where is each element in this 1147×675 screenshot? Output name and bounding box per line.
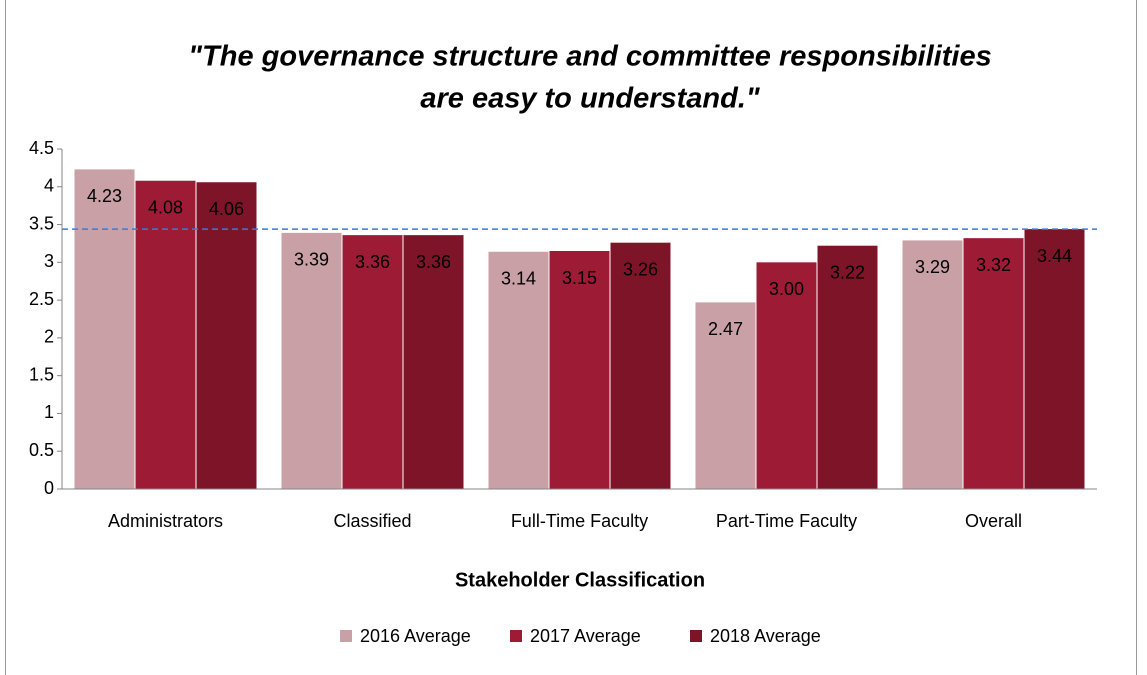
legend-swatch: [510, 630, 522, 642]
data-label: 3.22: [830, 262, 865, 282]
chart-title: are easy to understand.": [420, 83, 761, 115]
x-tick-label: Part-Time Faculty: [716, 511, 857, 531]
y-tick-label: 3.5: [29, 213, 54, 233]
bar: [342, 235, 403, 489]
data-label: 3.14: [501, 269, 536, 289]
x-tick-label: Classified: [333, 511, 411, 531]
bar: [403, 235, 464, 489]
x-tick-label: Administrators: [108, 511, 223, 531]
y-tick-label: 2.5: [29, 289, 54, 309]
legend-label: 2018 Average: [710, 626, 821, 646]
data-label: 3.00: [769, 279, 804, 299]
y-tick-label: 4.5: [29, 138, 54, 158]
bar: [963, 238, 1024, 489]
legend-swatch: [690, 630, 702, 642]
bar: [196, 182, 257, 489]
bar: [902, 240, 963, 489]
bar: [549, 251, 610, 489]
bar: [135, 180, 196, 489]
legend-swatch: [340, 630, 352, 642]
bar: [488, 251, 549, 489]
data-label: 3.26: [623, 259, 658, 279]
y-tick-label: 0: [44, 478, 54, 498]
data-label: 3.36: [416, 252, 451, 272]
y-tick-label: 1.5: [29, 364, 54, 384]
data-label: 3.39: [294, 250, 329, 270]
x-tick-label: Overall: [965, 511, 1022, 531]
data-label: 3.36: [355, 252, 390, 272]
y-tick-label: 2: [44, 327, 54, 347]
y-tick-label: 4: [44, 176, 54, 196]
data-label: 3.32: [976, 255, 1011, 275]
bar: [695, 302, 756, 489]
x-tick-label: Full-Time Faculty: [511, 511, 648, 531]
y-tick-label: 0.5: [29, 440, 54, 460]
bar: [1024, 229, 1085, 490]
legend-label: 2017 Average: [530, 626, 641, 646]
x-axis-title: Stakeholder Classification: [455, 569, 705, 591]
bar: [74, 169, 135, 489]
data-label: 4.23: [87, 186, 122, 206]
y-tick-label: 1: [44, 402, 54, 422]
data-label: 3.15: [562, 268, 597, 288]
chart-title: "The governance structure and committee …: [188, 41, 991, 73]
data-label: 4.08: [148, 197, 183, 217]
data-label: 2.47: [708, 319, 743, 339]
bar: [756, 262, 817, 489]
data-label: 3.29: [915, 257, 950, 277]
bar: [610, 242, 671, 489]
data-label: 4.06: [209, 199, 244, 219]
legend-label: 2016 Average: [360, 626, 471, 646]
bar: [817, 245, 878, 489]
y-tick-label: 3: [44, 251, 54, 271]
bar: [281, 232, 342, 489]
data-label: 3.44: [1037, 246, 1072, 266]
